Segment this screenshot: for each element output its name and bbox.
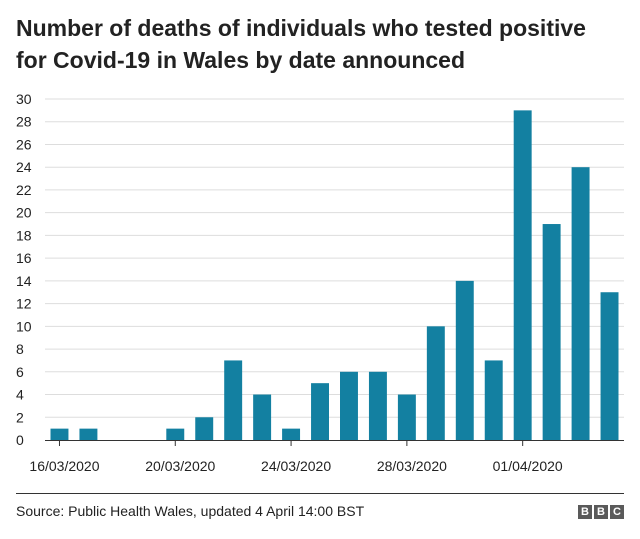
bbc-logo-letter: C — [610, 505, 624, 519]
bar — [166, 428, 185, 440]
bar — [253, 394, 272, 440]
chart-title: Number of deaths of individuals who test… — [16, 12, 626, 76]
source-note: Source: Public Health Wales, updated 4 A… — [16, 503, 365, 519]
bar — [484, 360, 503, 440]
bar — [195, 417, 214, 440]
y-tick-label: 22 — [16, 182, 32, 198]
bar — [455, 280, 474, 440]
bar — [311, 383, 329, 440]
y-tick-label: 12 — [16, 296, 32, 312]
bbc-logo-letter: B — [578, 505, 592, 519]
y-tick-label: 18 — [16, 227, 32, 243]
bar — [513, 110, 532, 440]
footer-divider — [16, 493, 624, 494]
y-tick-label: 6 — [16, 364, 24, 380]
y-tick-label: 24 — [16, 159, 32, 175]
bar — [368, 371, 387, 440]
bar — [571, 167, 590, 440]
bar — [282, 428, 301, 440]
bar — [340, 371, 358, 440]
y-tick-label: 30 — [16, 91, 32, 107]
x-tick-label: 28/03/2020 — [377, 458, 447, 474]
y-tick-label: 28 — [16, 114, 32, 130]
bar — [397, 394, 416, 440]
bbc-logo-letter: B — [594, 505, 608, 519]
bar — [224, 360, 243, 440]
y-tick-label: 0 — [16, 432, 24, 448]
x-tick-label: 20/03/2020 — [145, 458, 215, 474]
y-tick-label: 14 — [16, 273, 32, 289]
x-tick-label: 01/04/2020 — [493, 458, 563, 474]
y-tick-label: 2 — [16, 409, 24, 425]
bbc-logo: B B C — [578, 505, 624, 519]
x-tick-label: 16/03/2020 — [29, 458, 99, 474]
x-tick-label: 24/03/2020 — [261, 458, 331, 474]
y-tick-label: 8 — [16, 341, 24, 357]
y-tick-label: 26 — [16, 136, 32, 152]
bar — [426, 326, 445, 440]
chart-title-line-1: Number of deaths of individuals who test… — [16, 15, 586, 41]
bar — [50, 428, 69, 440]
bar — [542, 224, 561, 440]
y-tick-label: 10 — [16, 318, 32, 334]
y-tick-label: 4 — [16, 387, 24, 403]
chart-title-line-2: for Covid-19 in Wales by date announced — [16, 47, 465, 73]
bar — [600, 292, 619, 440]
y-tick-label: 16 — [16, 250, 32, 266]
y-tick-label: 20 — [16, 205, 32, 221]
bar — [79, 428, 98, 440]
